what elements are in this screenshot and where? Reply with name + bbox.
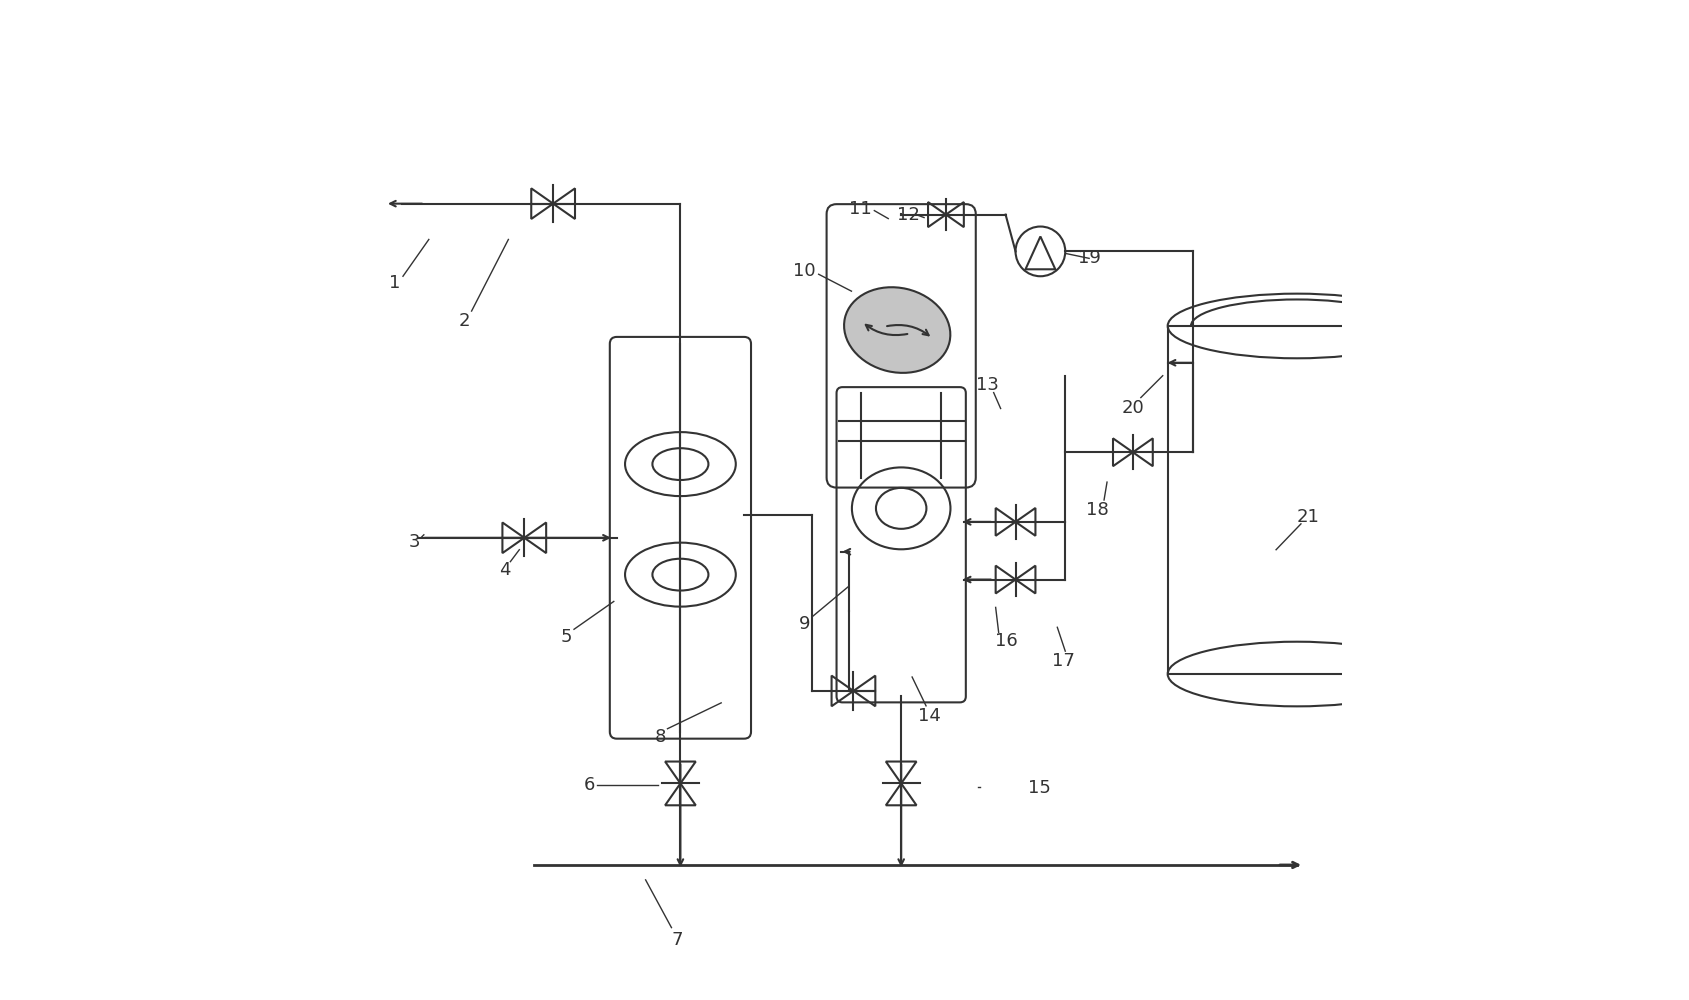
Text: 2: 2	[459, 312, 470, 330]
Text: 1: 1	[390, 274, 400, 292]
Text: 15: 15	[1029, 779, 1051, 797]
Text: 7: 7	[672, 931, 682, 949]
Text: 13: 13	[976, 376, 1000, 394]
Text: 9: 9	[799, 615, 811, 633]
Text: 21: 21	[1297, 508, 1319, 526]
Text: 18: 18	[1086, 501, 1108, 519]
Text: 19: 19	[1078, 249, 1101, 267]
Text: 4: 4	[498, 561, 510, 579]
Text: 11: 11	[850, 200, 872, 218]
Text: 14: 14	[917, 707, 941, 725]
Text: 10: 10	[794, 262, 816, 280]
Text: 3: 3	[409, 533, 421, 551]
Bar	[1167, 326, 1426, 674]
Text: 20: 20	[1121, 399, 1143, 417]
Text: 16: 16	[995, 632, 1018, 650]
Text: 6: 6	[584, 776, 596, 794]
Ellipse shape	[844, 287, 951, 373]
Text: 17: 17	[1052, 652, 1074, 670]
Text: 8: 8	[655, 728, 665, 746]
Text: 5: 5	[561, 628, 573, 646]
Text: 12: 12	[897, 206, 919, 224]
